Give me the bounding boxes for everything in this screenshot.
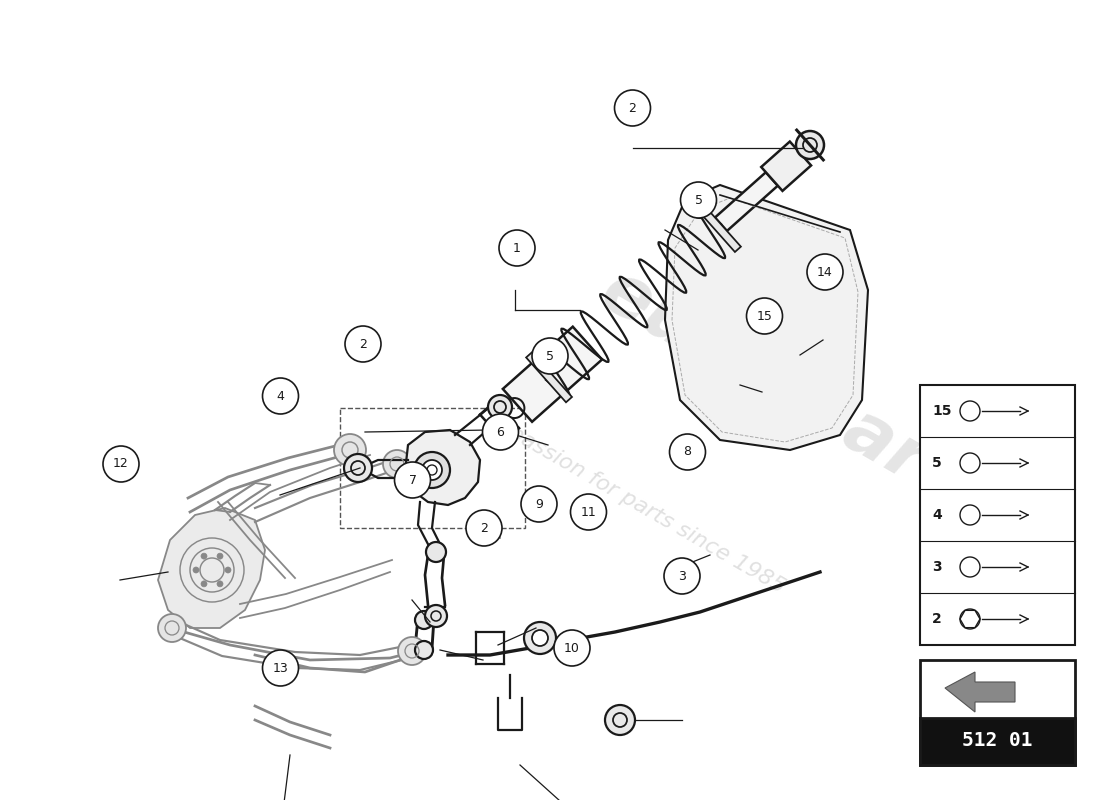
Circle shape <box>263 650 298 686</box>
Text: 13: 13 <box>273 662 288 674</box>
Polygon shape <box>695 202 741 252</box>
Text: 2: 2 <box>359 338 367 350</box>
Text: 10: 10 <box>564 642 580 654</box>
Circle shape <box>466 510 502 546</box>
Text: 14: 14 <box>817 266 833 278</box>
Bar <box>920 718 1075 765</box>
Text: 4: 4 <box>932 508 942 522</box>
Circle shape <box>103 446 139 482</box>
Text: a passion for parts since 1985: a passion for parts since 1985 <box>487 411 789 597</box>
Circle shape <box>334 434 366 466</box>
Circle shape <box>670 434 705 470</box>
Circle shape <box>571 494 606 530</box>
Circle shape <box>395 462 430 498</box>
Circle shape <box>414 452 450 488</box>
Polygon shape <box>945 672 1015 712</box>
Text: 512 01: 512 01 <box>962 731 1033 750</box>
Circle shape <box>217 581 223 587</box>
Circle shape <box>201 553 207 559</box>
Circle shape <box>226 567 231 573</box>
Circle shape <box>796 131 824 159</box>
Text: 2: 2 <box>480 522 488 534</box>
Text: 5: 5 <box>932 456 942 470</box>
Circle shape <box>344 454 372 482</box>
Circle shape <box>747 298 782 334</box>
Text: 15: 15 <box>932 404 952 418</box>
Circle shape <box>415 611 433 629</box>
Polygon shape <box>666 185 868 450</box>
Circle shape <box>422 460 442 480</box>
Circle shape <box>425 605 447 627</box>
Circle shape <box>398 637 426 665</box>
Text: 12: 12 <box>113 458 129 470</box>
Text: 2: 2 <box>628 102 637 114</box>
Text: 7: 7 <box>408 474 417 486</box>
Circle shape <box>681 182 716 218</box>
Text: 5: 5 <box>694 194 703 206</box>
Text: 11: 11 <box>581 506 596 518</box>
Polygon shape <box>158 508 265 628</box>
Circle shape <box>415 641 433 659</box>
Text: 2: 2 <box>932 612 942 626</box>
Circle shape <box>383 450 411 478</box>
Text: 3: 3 <box>932 560 942 574</box>
Text: 1: 1 <box>513 242 521 254</box>
Text: 5: 5 <box>546 350 554 362</box>
Bar <box>340 408 525 528</box>
Circle shape <box>532 630 548 646</box>
Text: 8: 8 <box>683 446 692 458</box>
Text: 4: 4 <box>276 390 285 402</box>
Circle shape <box>615 90 650 126</box>
Polygon shape <box>503 326 602 422</box>
Circle shape <box>263 378 298 414</box>
Circle shape <box>217 553 223 559</box>
Circle shape <box>554 630 590 666</box>
Circle shape <box>521 486 557 522</box>
Circle shape <box>158 614 186 642</box>
Text: 3: 3 <box>678 570 686 582</box>
Polygon shape <box>405 430 480 505</box>
Circle shape <box>201 581 207 587</box>
Text: 9: 9 <box>535 498 543 510</box>
Text: 6: 6 <box>496 426 505 438</box>
Polygon shape <box>761 142 811 191</box>
Circle shape <box>426 542 446 562</box>
Bar <box>920 660 1075 765</box>
Circle shape <box>192 567 199 573</box>
Circle shape <box>532 338 568 374</box>
Text: 15: 15 <box>757 310 772 322</box>
Polygon shape <box>526 352 572 402</box>
Circle shape <box>499 230 535 266</box>
Circle shape <box>664 558 700 594</box>
Circle shape <box>807 254 843 290</box>
Polygon shape <box>715 172 778 231</box>
Circle shape <box>483 414 518 450</box>
Circle shape <box>488 395 512 419</box>
Text: eurospares: eurospares <box>588 256 1018 544</box>
Bar <box>920 385 1075 645</box>
Circle shape <box>524 622 556 654</box>
Circle shape <box>345 326 381 362</box>
Circle shape <box>605 705 635 735</box>
